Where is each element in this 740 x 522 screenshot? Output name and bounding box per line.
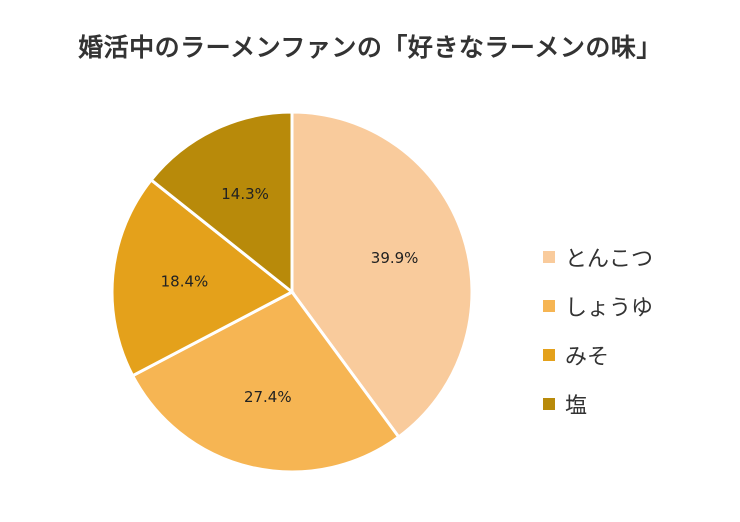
- legend-label-shoyu: しょうゆ: [565, 295, 654, 321]
- pie-slice-miso: [110, 177, 295, 378]
- legend-label-miso: みそ: [565, 344, 610, 370]
- legend-item-miso: みそ: [543, 338, 653, 371]
- legend: とんこつ しょうゆ みそ 塩: [543, 240, 653, 436]
- legend-label-shio: 塩: [565, 393, 588, 419]
- pie-slice-tonkotsu: [290, 110, 474, 440]
- legend-swatch-shio: [543, 397, 555, 410]
- pie-slice-shoyu: [130, 290, 401, 474]
- legend-swatch-miso: [543, 348, 555, 361]
- legend-label-tonkotsu: とんこつ: [565, 246, 654, 272]
- slice-label-tonkotsu: 39.9%: [371, 249, 419, 267]
- chart-title: 婚活中のラーメンファンの「好きなラーメンの味」: [78, 33, 662, 62]
- legend-item-shio: 塩: [543, 387, 653, 420]
- slice-label-shoyu: 27.4%: [244, 388, 292, 406]
- legend-swatch-shoyu: [543, 299, 555, 312]
- slice-label-shio: 14.3%: [221, 185, 269, 203]
- legend-item-shoyu: しょうゆ: [543, 289, 653, 322]
- slice-label-miso: 18.4%: [161, 272, 209, 290]
- legend-swatch-tonkotsu: [543, 250, 555, 263]
- pie-slice-shio: [149, 110, 294, 296]
- legend-item-tonkotsu: とんこつ: [543, 240, 653, 273]
